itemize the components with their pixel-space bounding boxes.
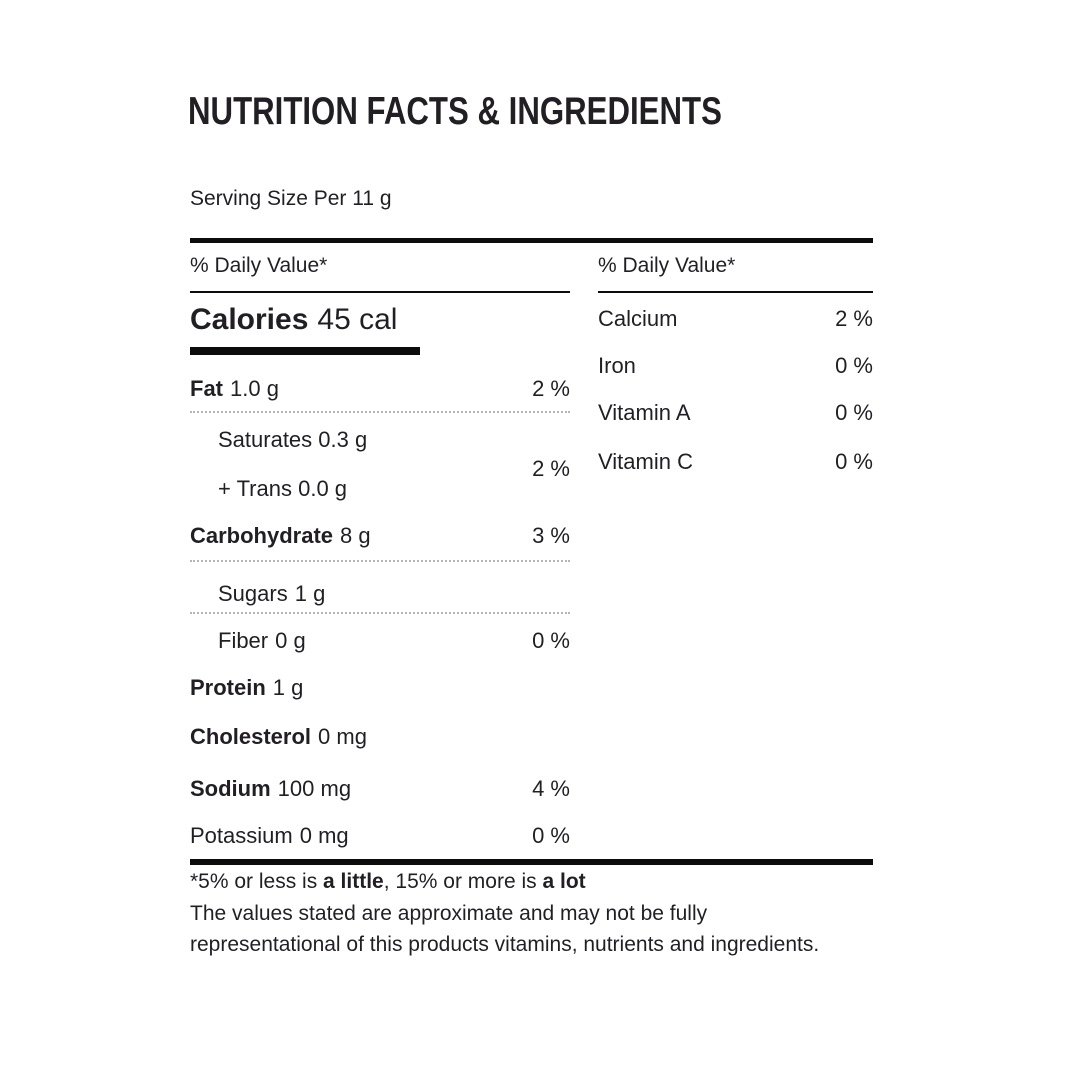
calories-underline-bar: [190, 347, 420, 355]
page-title-text: NUTRITION FACTS & INGREDIENTS: [188, 90, 722, 133]
daily-value-percent: 0 %: [835, 449, 873, 474]
dotted-separator: [190, 411, 570, 413]
nutrient-row-vitamin-a: Vitamin A 0 %: [598, 399, 873, 426]
bottom-thick-rule: [190, 859, 873, 865]
saturates-label: Saturates 0.3 g: [218, 427, 368, 452]
footnote-daily-value: *5% or less is a little, 15% or more is …: [190, 868, 586, 895]
nutrient-label: Carbohydrate 8 g: [190, 523, 371, 548]
calories-value: 45 cal: [317, 303, 398, 336]
daily-value-percent: 0 %: [532, 823, 570, 848]
dotted-separator: [190, 560, 570, 562]
nutrient-label: Sodium 100 mg: [190, 776, 352, 801]
daily-value-percent: 0 %: [835, 400, 873, 425]
nutrient-label: Fiber 0 g: [218, 628, 306, 653]
nutrient-label: Cholesterol 0 mg: [190, 724, 367, 749]
nutrient-label: Iron: [598, 353, 636, 378]
nutrient-label: Potassium 0 mg: [190, 823, 349, 848]
nutrient-row-sodium: Sodium 100 mg 4 %: [190, 775, 570, 802]
footnote-text: *5% or less is: [190, 870, 324, 893]
nutrient-row-carbohydrate: Carbohydrate 8 g 3 %: [190, 522, 570, 549]
nutrient-label: Protein 1 g: [190, 675, 304, 700]
page-title: NUTRITION FACTS & INGREDIENTS: [188, 90, 722, 134]
thin-rule-right: [598, 291, 873, 293]
nutrient-row-iron: Iron 0 %: [598, 352, 873, 379]
nutrient-row-cholesterol: Cholesterol 0 mg: [190, 723, 570, 750]
footnote-a-lot: a lot: [542, 870, 586, 893]
footnote-text: , 15% or more is: [383, 870, 543, 893]
top-thick-rule: [190, 238, 873, 243]
nutrient-row-fiber: Fiber 0 g 0 %: [190, 627, 570, 654]
thin-rule-left: [190, 291, 570, 293]
daily-value-percent: 2 %: [532, 376, 570, 401]
footnote-disclaimer-line1: The values stated are approximate and ma…: [190, 902, 708, 925]
dotted-separator: [190, 612, 570, 614]
nutrient-label: Vitamin A: [598, 400, 691, 425]
daily-value-percent: 3 %: [532, 523, 570, 548]
nutrient-row-potassium: Potassium 0 mg 0 %: [190, 822, 570, 849]
nutrient-label: Sugars 1 g: [218, 581, 326, 606]
daily-value-percent: 0 %: [532, 628, 570, 653]
daily-value-percent: 2 %: [835, 306, 873, 331]
serving-size-text: Serving Size Per 11 g: [190, 187, 392, 210]
daily-value-percent: 4 %: [532, 776, 570, 801]
daily-value-header-right: % Daily Value*: [598, 254, 736, 277]
nutrient-row-sugars: Sugars 1 g: [190, 580, 570, 607]
nutrient-label: Vitamin C: [598, 449, 693, 474]
calories-row: Calories 45 cal: [190, 302, 397, 338]
nutrient-label: Fat 1.0 g: [190, 376, 279, 401]
daily-value-percent: 2 %: [532, 456, 570, 481]
nutrient-row-calcium: Calcium 2 %: [598, 305, 873, 332]
daily-value-percent: 0 %: [835, 353, 873, 378]
nutrient-row-vitamin-c: Vitamin C 0 %: [598, 448, 873, 475]
nutrient-row-protein: Protein 1 g: [190, 674, 570, 701]
trans-label: + Trans 0.0 g: [218, 476, 348, 501]
calories-label: Calories: [190, 303, 309, 336]
daily-value-header-left: % Daily Value*: [190, 254, 328, 277]
nutrient-row-saturates-trans: Saturates 0.3 g + Trans 0.0 g 2 %: [190, 426, 570, 502]
footnote-disclaimer-line2: representational of this products vitami…: [190, 933, 820, 956]
nutrient-label: Calcium: [598, 306, 678, 331]
footnote-a-little: a little: [323, 870, 384, 893]
nutrient-row-fat: Fat 1.0 g 2 %: [190, 375, 570, 402]
